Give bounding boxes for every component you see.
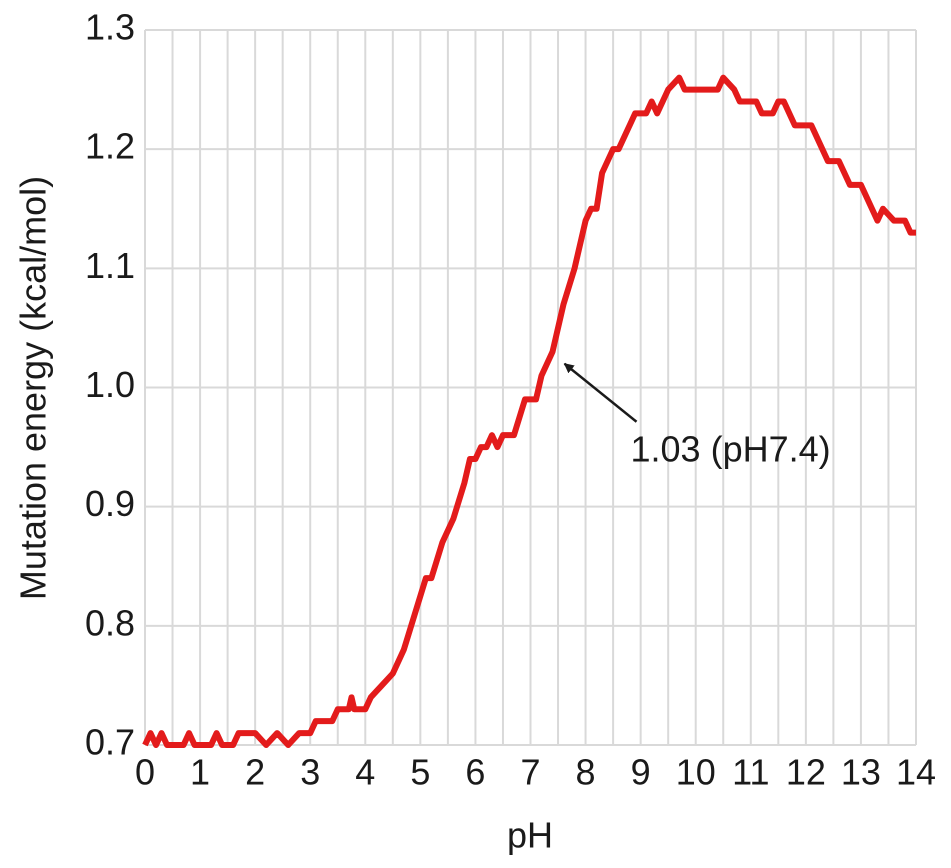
y-tick-label: 1.2 [85,126,135,167]
annotation-arrow [563,362,638,423]
x-tick-label: 0 [135,752,155,793]
x-tick-label: 9 [631,752,651,793]
x-tick-label: 6 [465,752,485,793]
x-tick-label: 12 [786,752,826,793]
x-tick-label: 8 [576,752,596,793]
y-tick-label: 1.1 [85,245,135,286]
data-line [142,74,916,748]
x-tick-label: 2 [245,752,265,793]
y-axis-label: Mutation energy (kcal/mol) [13,176,54,600]
x-tick-label: 4 [355,752,375,793]
x-tick-label: 1 [190,752,210,793]
x-tick-label: 3 [300,752,320,793]
annotation-text: 1.03 (pH7.4) [631,428,831,469]
y-tick-label: 1.0 [85,364,135,405]
x-tick-label: 7 [520,752,540,793]
y-tick-label: 0.9 [85,483,135,524]
x-tick-label: 11 [732,752,769,793]
x-tick-label: 10 [676,752,716,793]
y-tick-label: 1.3 [85,7,135,48]
x-tick-label: 5 [410,752,430,793]
y-tick-label: 0.8 [85,602,135,643]
x-tick-label: 14 [896,752,936,793]
y-tick-label: 0.7 [85,722,135,763]
x-axis-label: pH [507,815,553,856]
x-tick-label: 13 [841,752,881,793]
